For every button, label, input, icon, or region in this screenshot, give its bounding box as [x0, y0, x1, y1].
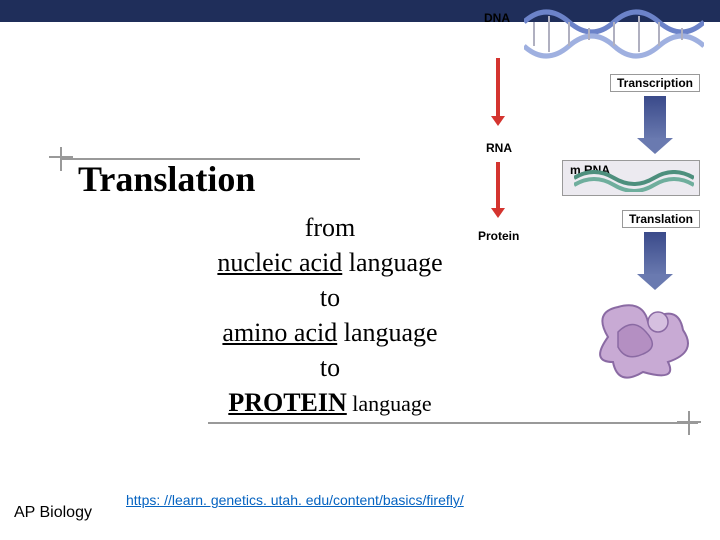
- course-label: AP Biology: [14, 504, 92, 522]
- title-crosshair-h: [49, 156, 73, 158]
- slide-title: Translation: [78, 158, 255, 200]
- arrow-dna-rna: [496, 58, 500, 118]
- translation-label: Translation: [622, 210, 700, 228]
- protein-graphic: [588, 292, 698, 382]
- arrow-rna-protein: [496, 162, 500, 210]
- reference-link[interactable]: https: //learn. genetics. utah. edu/cont…: [126, 492, 464, 508]
- transcription-label: Transcription: [610, 74, 700, 92]
- central-dogma-diagram: DNA Transcription RNA m.RNA Translation …: [388, 2, 708, 422]
- subtitle-underline-nucleic: nucleic acid: [217, 248, 342, 277]
- arrow-transcription: [644, 96, 666, 140]
- protein-label: Protein: [472, 228, 525, 244]
- mrna-graphic: [574, 170, 694, 192]
- arrow-translation: [644, 232, 666, 276]
- bottom-rule: [208, 422, 698, 424]
- dna-label: DNA: [478, 10, 516, 26]
- rna-label: RNA: [480, 140, 518, 156]
- title-text: Translation: [78, 159, 255, 199]
- dna-helix-graphic: [524, 8, 704, 60]
- title-crosshair-v: [60, 147, 62, 171]
- subtitle-underline-amino: amino acid: [222, 318, 337, 347]
- subtitle-underline-protein: PROTEIN: [228, 388, 346, 417]
